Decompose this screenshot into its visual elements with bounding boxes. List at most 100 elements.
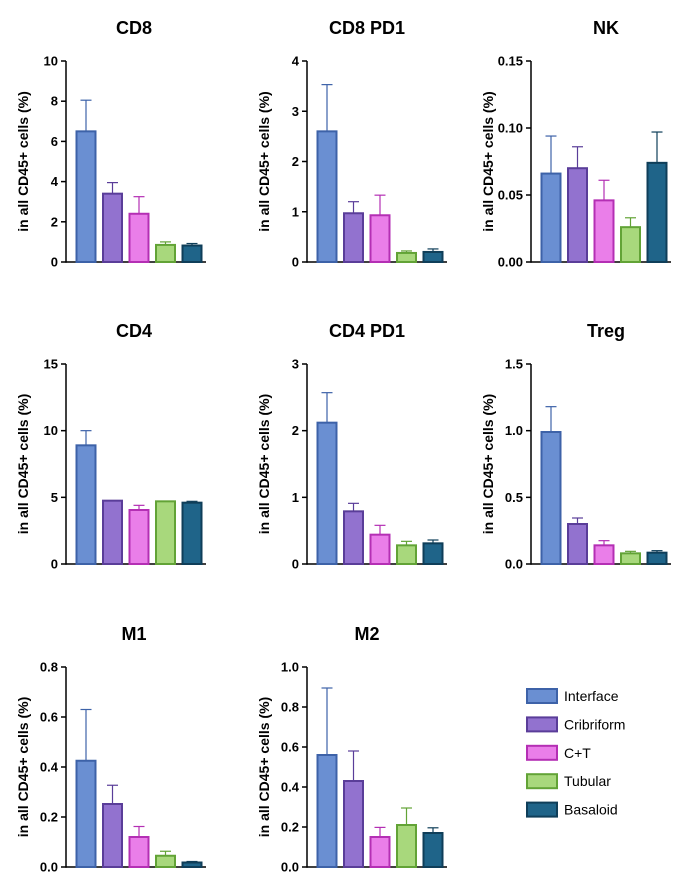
bar-tubular bbox=[396, 251, 417, 264]
y-tick-label: 15 bbox=[44, 357, 58, 372]
y-axis-label: in all CD45+ cells (%) bbox=[480, 394, 496, 534]
y-axis-label: in all CD45+ cells (%) bbox=[15, 394, 31, 534]
bar-c-t bbox=[128, 836, 150, 868]
y-tick-label: 0.0 bbox=[40, 860, 58, 875]
y-tick-label: 0.05 bbox=[498, 188, 523, 203]
legend-label: Interface bbox=[564, 688, 619, 704]
legend-label: Cribriform bbox=[564, 716, 625, 732]
y-tick-label: 0 bbox=[292, 255, 299, 270]
y-tick-label: 0.8 bbox=[281, 700, 299, 715]
bar-tubular bbox=[396, 824, 417, 868]
bar-interface bbox=[316, 130, 338, 263]
y-tick-label: 4 bbox=[51, 174, 59, 189]
y-axis-label: in all CD45+ cells (%) bbox=[256, 91, 272, 231]
bar-tubular bbox=[155, 243, 176, 263]
bar-basaloid bbox=[422, 832, 444, 868]
bar-basaloid bbox=[646, 551, 668, 566]
y-tick-label: 1.0 bbox=[505, 423, 523, 438]
legend-swatch bbox=[526, 716, 558, 733]
bar-cribriform bbox=[343, 780, 364, 868]
y-tick-label: 1.0 bbox=[281, 660, 299, 675]
bar-interface bbox=[316, 421, 338, 565]
chart-panel: CD8 PD1 in all CD45+ cells (%) 0 1 2 3 4 bbox=[256, 18, 447, 270]
bar-basaloid bbox=[422, 542, 444, 565]
y-axis-label: in all CD45+ cells (%) bbox=[15, 91, 31, 231]
bar-c-t bbox=[593, 544, 615, 565]
bar-c-t bbox=[128, 212, 150, 263]
chart-panel: M2 in all CD45+ cells (%) 0.0 0.2 0.4 0.6 0.8 1… bbox=[256, 624, 447, 875]
chart-title: Treg bbox=[587, 321, 625, 341]
y-tick-label: 6 bbox=[51, 134, 58, 149]
bar-c-t bbox=[369, 533, 391, 566]
chart-panel: M1 in all CD45+ cells (%) 0.0 0.2 0.4 0.6 0.8 bbox=[15, 624, 206, 875]
bar-basaloid bbox=[181, 861, 203, 868]
bar-interface bbox=[75, 759, 97, 868]
y-tick-label: 3 bbox=[292, 104, 299, 119]
bar-cribriform bbox=[102, 499, 123, 565]
y-tick-label: 2 bbox=[292, 423, 299, 438]
bar-tubular bbox=[620, 552, 641, 565]
bar-cribriform bbox=[343, 510, 364, 566]
chart-title: CD8 bbox=[116, 18, 152, 38]
chart-panel: CD4 PD1 in all CD45+ cells (%) 0 1 2 3 bbox=[256, 321, 447, 572]
bar-c-t bbox=[128, 509, 150, 565]
chart-panel: NK in all CD45+ cells (%) 0.00 0.05 0.10 0.15 bbox=[480, 18, 671, 270]
bar-tubular bbox=[155, 854, 176, 868]
y-tick-label: 3 bbox=[292, 357, 299, 372]
y-tick-label: 5 bbox=[51, 490, 58, 505]
y-axis-label: in all CD45+ cells (%) bbox=[480, 91, 496, 231]
legend-swatch bbox=[526, 744, 558, 761]
bar-interface bbox=[540, 172, 562, 263]
y-axis-label: in all CD45+ cells (%) bbox=[15, 697, 31, 837]
bar-basaloid bbox=[181, 501, 203, 565]
chart-panel: Treg in all CD45+ cells (%) 0.0 0.5 1.0 1.5 bbox=[480, 321, 671, 572]
chart-title: NK bbox=[593, 18, 619, 38]
bar-interface bbox=[316, 754, 338, 868]
y-tick-label: 0 bbox=[51, 557, 58, 572]
bar-tubular bbox=[620, 226, 641, 264]
bar-basaloid bbox=[422, 250, 444, 263]
legend: Interface Cribriform C+T Tubular Basaloid bbox=[526, 688, 625, 818]
bar-c-t bbox=[593, 199, 615, 263]
bar-interface bbox=[75, 444, 97, 566]
y-tick-label: 0.10 bbox=[498, 121, 523, 136]
bar-c-t bbox=[369, 836, 391, 868]
bar-cribriform bbox=[102, 803, 123, 868]
y-tick-label: 0.4 bbox=[281, 780, 300, 795]
legend-swatch bbox=[526, 688, 558, 704]
chart-title: CD4 PD1 bbox=[329, 321, 405, 341]
y-tick-label: 0.4 bbox=[40, 760, 59, 775]
chart-title: CD4 bbox=[116, 321, 152, 341]
y-tick-label: 0.5 bbox=[505, 490, 523, 505]
y-tick-label: 0.0 bbox=[505, 557, 523, 572]
y-tick-label: 0.00 bbox=[498, 255, 523, 270]
legend-swatch bbox=[526, 773, 558, 790]
legend-label: C+T bbox=[564, 745, 591, 761]
chart-panel: CD4 in all CD45+ cells (%) 0 5 10 15 bbox=[15, 321, 206, 572]
y-tick-label: 0 bbox=[292, 557, 299, 572]
bar-cribriform bbox=[343, 212, 364, 264]
y-axis-label: in all CD45+ cells (%) bbox=[256, 697, 272, 837]
y-tick-label: 10 bbox=[44, 423, 58, 438]
legend-swatch bbox=[526, 801, 558, 818]
bar-cribriform bbox=[567, 167, 588, 263]
bar-cribriform bbox=[102, 192, 123, 263]
bar-basaloid bbox=[181, 244, 203, 264]
y-tick-label: 0.15 bbox=[498, 54, 523, 69]
chart-panel: CD8 in all CD45+ cells (%) 0 2 4 6 8 10 bbox=[15, 18, 206, 270]
y-tick-label: 0.2 bbox=[40, 810, 58, 825]
bar-basaloid bbox=[646, 161, 668, 263]
y-tick-label: 1.5 bbox=[505, 357, 523, 372]
y-tick-label: 0.6 bbox=[40, 710, 58, 725]
y-tick-label: 1 bbox=[292, 490, 299, 505]
y-tick-label: 10 bbox=[44, 54, 58, 69]
legend-label: Tubular bbox=[564, 773, 611, 789]
y-tick-label: 2 bbox=[292, 154, 299, 169]
y-tick-label: 0.8 bbox=[40, 660, 58, 675]
bar-cribriform bbox=[567, 523, 588, 565]
chart-title: M2 bbox=[354, 624, 379, 644]
y-tick-label: 0.6 bbox=[281, 740, 299, 755]
legend-label: Basaloid bbox=[564, 802, 618, 818]
y-tick-label: 0 bbox=[51, 255, 58, 270]
